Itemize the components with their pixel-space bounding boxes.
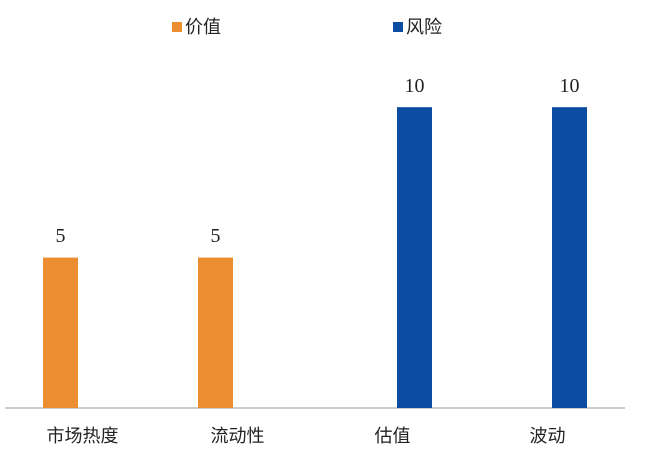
data-label: 10	[560, 75, 580, 97]
x-tick-label: 流动性	[211, 426, 265, 446]
bar	[397, 107, 432, 409]
x-tick-label: 波动	[530, 426, 566, 446]
bar	[552, 107, 587, 409]
bar	[198, 257, 233, 408]
data-label: 10	[405, 75, 425, 97]
x-tick-label: 估值	[375, 426, 411, 446]
legend-label: 价值	[185, 17, 221, 37]
legend-swatch	[172, 22, 182, 32]
bar	[43, 257, 78, 408]
x-tick-label: 市场热度	[47, 426, 119, 446]
legend-label: 风险	[406, 17, 442, 37]
data-label: 5	[56, 225, 66, 247]
legend-swatch	[393, 22, 403, 32]
data-label: 5	[211, 225, 221, 247]
